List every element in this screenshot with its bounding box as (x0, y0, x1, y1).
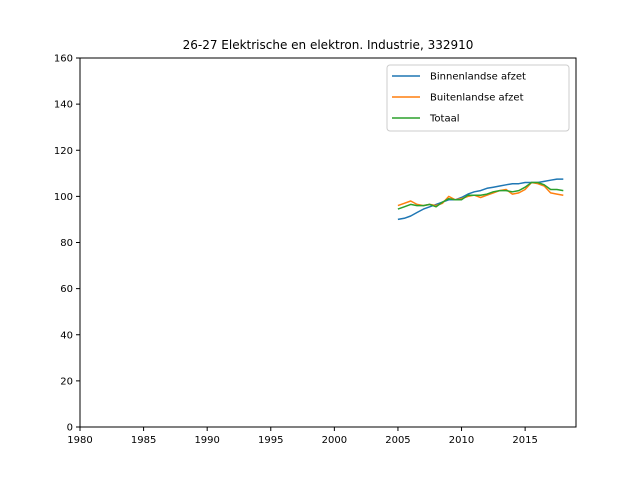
legend: Binnenlandse afzet Buitenlandse afzet Tota… (386, 64, 570, 132)
y-tick-label: 0 (67, 423, 73, 434)
series-line-2 (397, 181, 564, 210)
x-tick-label: 2010 (449, 435, 474, 446)
series-line-0 (397, 178, 564, 221)
y-tick-label: 140 (54, 100, 73, 111)
series-line-1 (397, 181, 564, 207)
plot-lines (397, 178, 564, 221)
y-tick-label: 20 (60, 376, 73, 387)
legend-label-1: Buitenlandse afzet (430, 93, 524, 104)
legend-label-0: Binnenlandse afzet (430, 72, 526, 83)
x-tick-label: 1985 (131, 435, 156, 446)
y-tick-label: 40 (60, 330, 73, 341)
chart-title: 26-27 Elektrische en elektron. Industrie… (183, 38, 474, 52)
legend-label-2: Totaal (429, 114, 459, 125)
x-tick-label: 2015 (512, 435, 537, 446)
y-tick-label: 100 (54, 192, 73, 203)
y-tick-label: 160 (54, 54, 73, 65)
x-tick-label: 1990 (194, 435, 219, 446)
x-tick-label: 1995 (258, 435, 283, 446)
legend-box (386, 64, 570, 132)
y-tick-label: 80 (60, 238, 73, 249)
x-axis: 1980 1985 1990 1995 2000 2005 2010 2015 (67, 427, 538, 446)
y-tick-label: 120 (54, 146, 73, 157)
y-axis: 0 20 40 60 80 100 120 140 160 (54, 54, 80, 434)
x-tick-label: 1980 (67, 435, 92, 446)
x-tick-label: 2000 (322, 435, 347, 446)
y-tick-label: 60 (60, 284, 73, 295)
x-tick-label: 2005 (385, 435, 410, 446)
